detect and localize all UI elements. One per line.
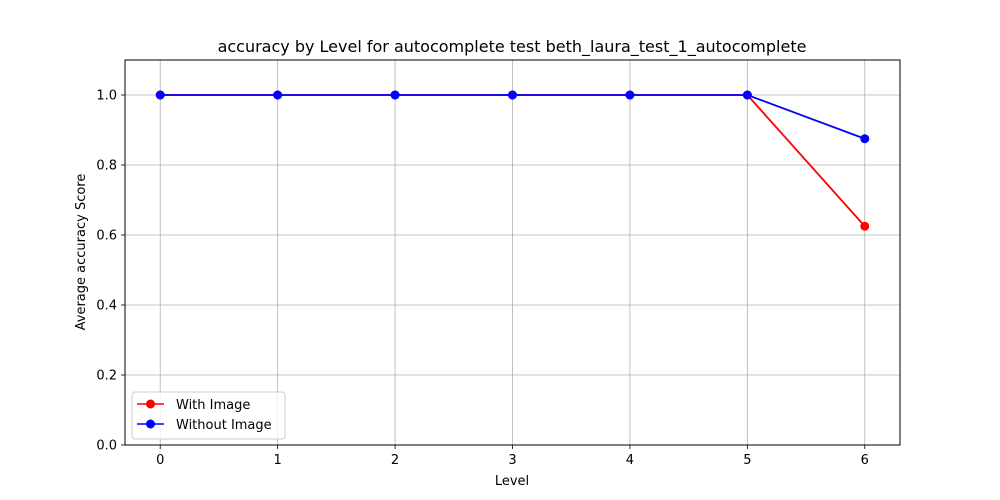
y-tick-label: 1.0 [96, 89, 117, 104]
chart-title: accuracy by Level for autocomplete test … [218, 37, 807, 57]
x-tick-label: 0 [156, 453, 164, 468]
legend: With Image Without Image [131, 391, 286, 440]
x-tick-label: 4 [626, 453, 634, 468]
data-point-without-image [742, 90, 752, 100]
y-axis-ticks: 0.0 0.2 0.4 0.6 0.8 1.0 [96, 89, 125, 454]
data-point-without-image [390, 90, 400, 100]
legend-box [131, 391, 286, 440]
data-point-with-image [860, 221, 870, 231]
x-tick-label: 6 [861, 453, 869, 468]
y-tick-label: 0.2 [96, 369, 117, 384]
x-tick-label: 5 [743, 453, 751, 468]
legend-marker-without-image [146, 419, 155, 429]
x-tick-label: 2 [391, 453, 399, 468]
data-point-without-image [625, 90, 635, 100]
y-tick-label: 0.8 [96, 159, 117, 174]
x-tick-label: 3 [508, 453, 516, 468]
y-tick-label: 0.4 [96, 299, 117, 314]
data-point-without-image [508, 90, 517, 100]
legend-marker-with-image [146, 399, 155, 409]
legend-label-with-image: With Image [176, 398, 250, 413]
y-tick-label: 0.0 [96, 439, 117, 454]
x-axis-label: Level [495, 474, 529, 489]
data-point-without-image [155, 90, 165, 100]
x-axis-ticks: 0 1 2 3 4 5 6 [156, 445, 869, 468]
x-tick-label: 1 [274, 453, 282, 468]
data-point-without-image [273, 90, 283, 100]
data-point-without-image [860, 134, 870, 144]
y-axis-label: Average accuracy Score [74, 174, 89, 331]
series-group [155, 90, 870, 231]
y-tick-label: 0.6 [96, 229, 117, 244]
legend-label-without-image: Without Image [176, 418, 272, 433]
